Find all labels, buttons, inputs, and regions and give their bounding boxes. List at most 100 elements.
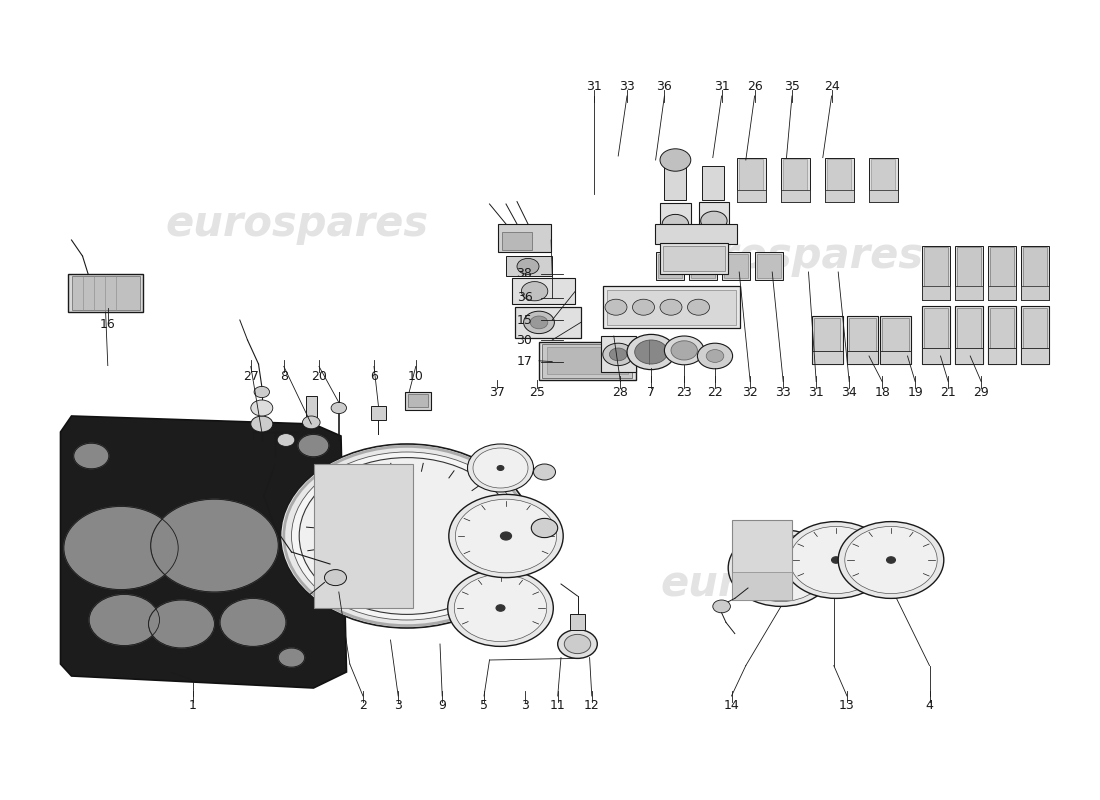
Circle shape — [783, 522, 889, 598]
Circle shape — [777, 565, 785, 571]
Bar — [757, 254, 781, 278]
Circle shape — [299, 458, 515, 614]
Bar — [990, 247, 1014, 298]
Bar — [880, 316, 911, 364]
Circle shape — [449, 494, 563, 578]
Circle shape — [603, 343, 634, 366]
Bar — [1023, 247, 1047, 298]
Circle shape — [278, 648, 305, 667]
Circle shape — [302, 416, 320, 429]
Bar — [955, 246, 983, 300]
Circle shape — [524, 311, 554, 334]
Text: 4: 4 — [925, 699, 934, 712]
Bar — [847, 316, 878, 364]
Circle shape — [151, 499, 278, 592]
Circle shape — [832, 557, 840, 563]
Circle shape — [845, 526, 937, 594]
Circle shape — [635, 340, 668, 364]
Bar — [847, 351, 878, 364]
Bar — [371, 406, 386, 420]
Circle shape — [701, 211, 727, 230]
Circle shape — [331, 402, 346, 414]
Bar — [957, 308, 981, 362]
Text: eurospares: eurospares — [660, 235, 924, 277]
Text: 29: 29 — [974, 386, 989, 398]
Bar — [781, 190, 810, 202]
Bar — [783, 159, 807, 199]
Text: 9: 9 — [438, 699, 447, 712]
Circle shape — [627, 334, 675, 370]
Circle shape — [887, 557, 895, 563]
Bar — [607, 290, 736, 325]
Circle shape — [688, 299, 710, 315]
Bar — [663, 246, 725, 271]
Bar — [547, 347, 628, 374]
Text: 16: 16 — [100, 318, 116, 330]
Bar — [654, 224, 737, 244]
Bar — [988, 246, 1016, 300]
Text: 24: 24 — [824, 80, 839, 93]
Bar — [812, 351, 843, 364]
Text: 31: 31 — [586, 80, 602, 93]
Bar — [1021, 306, 1049, 364]
Circle shape — [251, 400, 273, 416]
Polygon shape — [60, 416, 346, 688]
Bar — [732, 572, 792, 600]
Bar — [660, 203, 691, 242]
Text: 18: 18 — [874, 386, 890, 398]
Bar — [506, 256, 552, 276]
Text: 11: 11 — [550, 699, 565, 712]
Bar — [955, 286, 983, 300]
Bar — [871, 159, 895, 199]
Text: 15: 15 — [517, 314, 532, 326]
Bar — [1021, 348, 1049, 364]
Circle shape — [735, 534, 827, 602]
Circle shape — [713, 600, 730, 613]
Bar — [924, 247, 948, 298]
Circle shape — [473, 448, 528, 488]
Bar — [869, 158, 898, 202]
Circle shape — [728, 530, 834, 606]
Text: 33: 33 — [619, 80, 635, 93]
Text: 22: 22 — [707, 386, 723, 398]
Text: 12: 12 — [584, 699, 600, 712]
Circle shape — [660, 149, 691, 171]
Bar — [702, 166, 724, 200]
Circle shape — [790, 526, 882, 594]
Text: 21: 21 — [940, 386, 956, 398]
Bar — [689, 252, 717, 280]
Bar — [664, 162, 686, 200]
Bar — [755, 252, 783, 280]
Bar — [724, 254, 748, 278]
Bar — [732, 520, 792, 600]
Circle shape — [662, 214, 689, 234]
Circle shape — [254, 386, 270, 398]
Bar — [827, 159, 851, 199]
Bar — [656, 252, 684, 280]
Circle shape — [324, 570, 346, 586]
Bar — [314, 464, 412, 608]
Text: 38: 38 — [517, 267, 532, 280]
Circle shape — [400, 531, 414, 541]
Circle shape — [148, 600, 214, 648]
Circle shape — [497, 466, 504, 470]
Bar — [880, 351, 911, 364]
Bar — [722, 252, 750, 280]
Bar — [922, 348, 950, 364]
Bar — [515, 307, 581, 338]
Bar — [601, 336, 636, 372]
Circle shape — [632, 299, 654, 315]
Text: 31: 31 — [808, 386, 824, 398]
Text: 36: 36 — [657, 80, 672, 93]
Circle shape — [671, 341, 697, 360]
Bar — [957, 247, 981, 298]
Text: 23: 23 — [676, 386, 692, 398]
Bar — [570, 614, 585, 630]
Circle shape — [609, 348, 627, 361]
Text: eurospares: eurospares — [660, 563, 924, 605]
Text: 3: 3 — [394, 699, 403, 712]
Bar — [955, 348, 983, 364]
Circle shape — [251, 416, 273, 432]
Bar — [1021, 246, 1049, 300]
Text: 17: 17 — [517, 355, 532, 368]
